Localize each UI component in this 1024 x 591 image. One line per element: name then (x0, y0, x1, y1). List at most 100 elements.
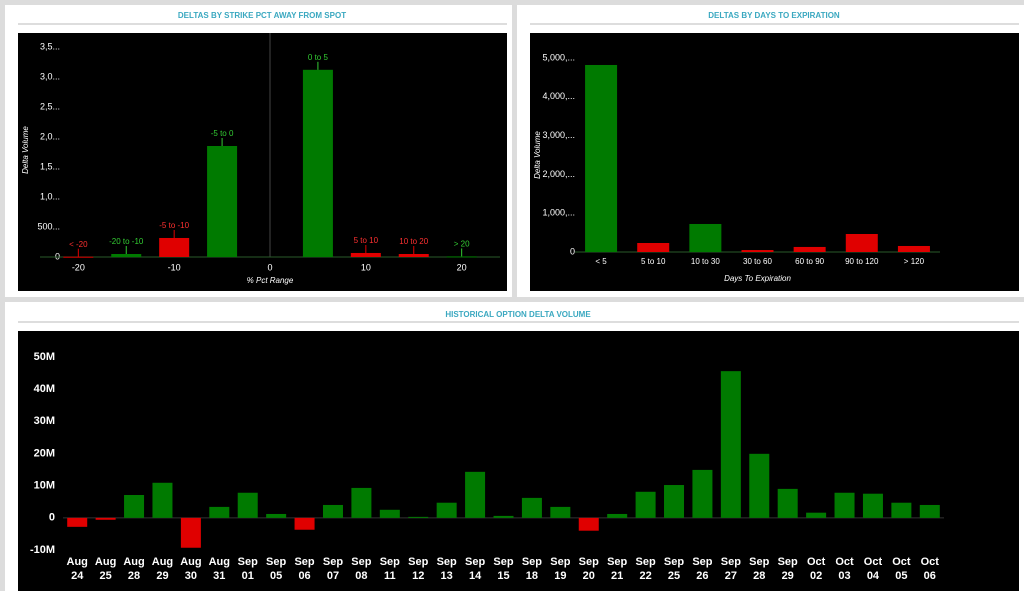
bar (689, 223, 722, 252)
x-tick-label: Oct 02 (807, 556, 826, 582)
y-tick-label: 1,5... (40, 161, 60, 171)
x-tick-label: 30 to 60 (743, 257, 772, 266)
chart-title: DELTAS BY DAYS TO EXPIRATION (708, 11, 840, 20)
bar (294, 517, 315, 530)
x-tick-label: Sep 06 (294, 556, 314, 582)
bar-label: > 20 (454, 240, 470, 249)
y-tick-label: 0 (570, 246, 575, 256)
x-tick-label: Sep 26 (692, 556, 712, 582)
bar (95, 517, 116, 520)
bar-label: 5 to 10 (354, 236, 379, 245)
bar (637, 242, 670, 252)
bar (897, 245, 930, 252)
bar (180, 517, 201, 548)
bar (446, 256, 477, 258)
bar (237, 492, 258, 518)
bar (720, 371, 741, 518)
x-tick-label: Aug 28 (123, 556, 144, 582)
x-tick-label: Sep 28 (749, 556, 769, 582)
x-tick-label: Aug 31 (209, 556, 230, 582)
x-tick-label: Sep 08 (351, 556, 371, 582)
bar (350, 252, 381, 257)
x-tick-label: Sep 01 (238, 556, 258, 582)
x-tick-label: 10 to 30 (691, 257, 720, 266)
x-tick-label: Sep 18 (522, 556, 542, 582)
bar-label: -20 to -10 (109, 237, 144, 246)
bar (398, 254, 429, 257)
bar (635, 491, 656, 518)
bar (302, 69, 333, 257)
bar (152, 482, 173, 518)
y-tick-label: -10M (30, 544, 55, 556)
bar-label: -5 to -10 (159, 221, 189, 230)
bar (111, 254, 142, 257)
bar (379, 509, 400, 518)
bar (578, 517, 599, 531)
bar (322, 504, 343, 518)
x-tick-label: 5 to 10 (641, 257, 666, 266)
x-tick-label: Sep 19 (550, 556, 570, 582)
bar (408, 516, 429, 518)
x-tick-label: 20 (457, 262, 467, 272)
bar (521, 497, 542, 518)
bar (266, 513, 287, 518)
bar (664, 485, 685, 518)
y-tick-label: 30M (34, 415, 55, 427)
y-axis-label: Delta Volume (533, 131, 542, 179)
y-axis-label: Delta Volume (21, 126, 30, 174)
x-tick-label: Oct 06 (921, 556, 940, 582)
x-tick-label: Sep 05 (266, 556, 286, 582)
y-tick-label: 10M (34, 480, 55, 492)
bar (806, 512, 827, 518)
x-tick-label: 10 (361, 262, 371, 272)
bar (793, 246, 826, 252)
bar (63, 256, 94, 258)
x-tick-label: Sep 27 (721, 556, 741, 582)
y-tick-label: 40M (34, 383, 55, 395)
chart-title: HISTORICAL OPTION DELTA VOLUME (445, 310, 591, 319)
x-tick-label: Sep 20 (579, 556, 599, 582)
bar (351, 487, 372, 518)
bar (749, 453, 770, 518)
x-tick-label: Aug 24 (67, 556, 88, 582)
bar (67, 517, 88, 527)
x-tick-label: Sep 22 (636, 556, 656, 582)
y-tick-label: 1,000,... (542, 208, 575, 218)
y-tick-label: 2,5... (40, 101, 60, 111)
y-tick-label: 4,000,... (542, 91, 575, 101)
y-tick-label: 50M (34, 351, 55, 363)
bar (493, 515, 514, 518)
plot-area (18, 33, 507, 291)
x-tick-label: 0 (267, 262, 272, 272)
y-tick-label: 2,000,... (542, 169, 575, 179)
x-tick-label: Sep 12 (408, 556, 428, 582)
bar-label: < -20 (69, 240, 88, 249)
bar (436, 502, 457, 518)
bar (862, 493, 883, 518)
x-axis-label: Days To Expiration (724, 274, 791, 283)
x-tick-label: Aug 25 (95, 556, 116, 582)
bar (692, 469, 713, 518)
y-tick-label: 500... (37, 221, 60, 231)
bar (741, 250, 774, 252)
bar (607, 513, 628, 518)
x-tick-label: Sep 15 (493, 556, 513, 582)
bar (207, 146, 238, 257)
x-tick-label: Oct 03 (835, 556, 854, 582)
plot-area (18, 331, 1019, 591)
bar (845, 233, 878, 252)
bar (159, 237, 190, 257)
x-tick-label: > 120 (904, 257, 925, 266)
y-tick-label: 20M (34, 447, 55, 459)
x-tick-label: Sep 07 (323, 556, 343, 582)
x-tick-label: Aug 30 (180, 556, 201, 582)
chart-title: DELTAS BY STRIKE PCT AWAY FROM SPOT (178, 11, 346, 20)
x-tick-label: Sep 14 (465, 556, 485, 582)
bar (550, 506, 571, 518)
x-tick-label: Oct 04 (864, 556, 883, 582)
bar-label: 10 to 20 (399, 237, 428, 246)
x-tick-label: Sep 11 (380, 556, 400, 582)
x-tick-label: -10 (168, 262, 181, 272)
bar (834, 492, 855, 518)
x-tick-label: Sep 13 (437, 556, 457, 582)
